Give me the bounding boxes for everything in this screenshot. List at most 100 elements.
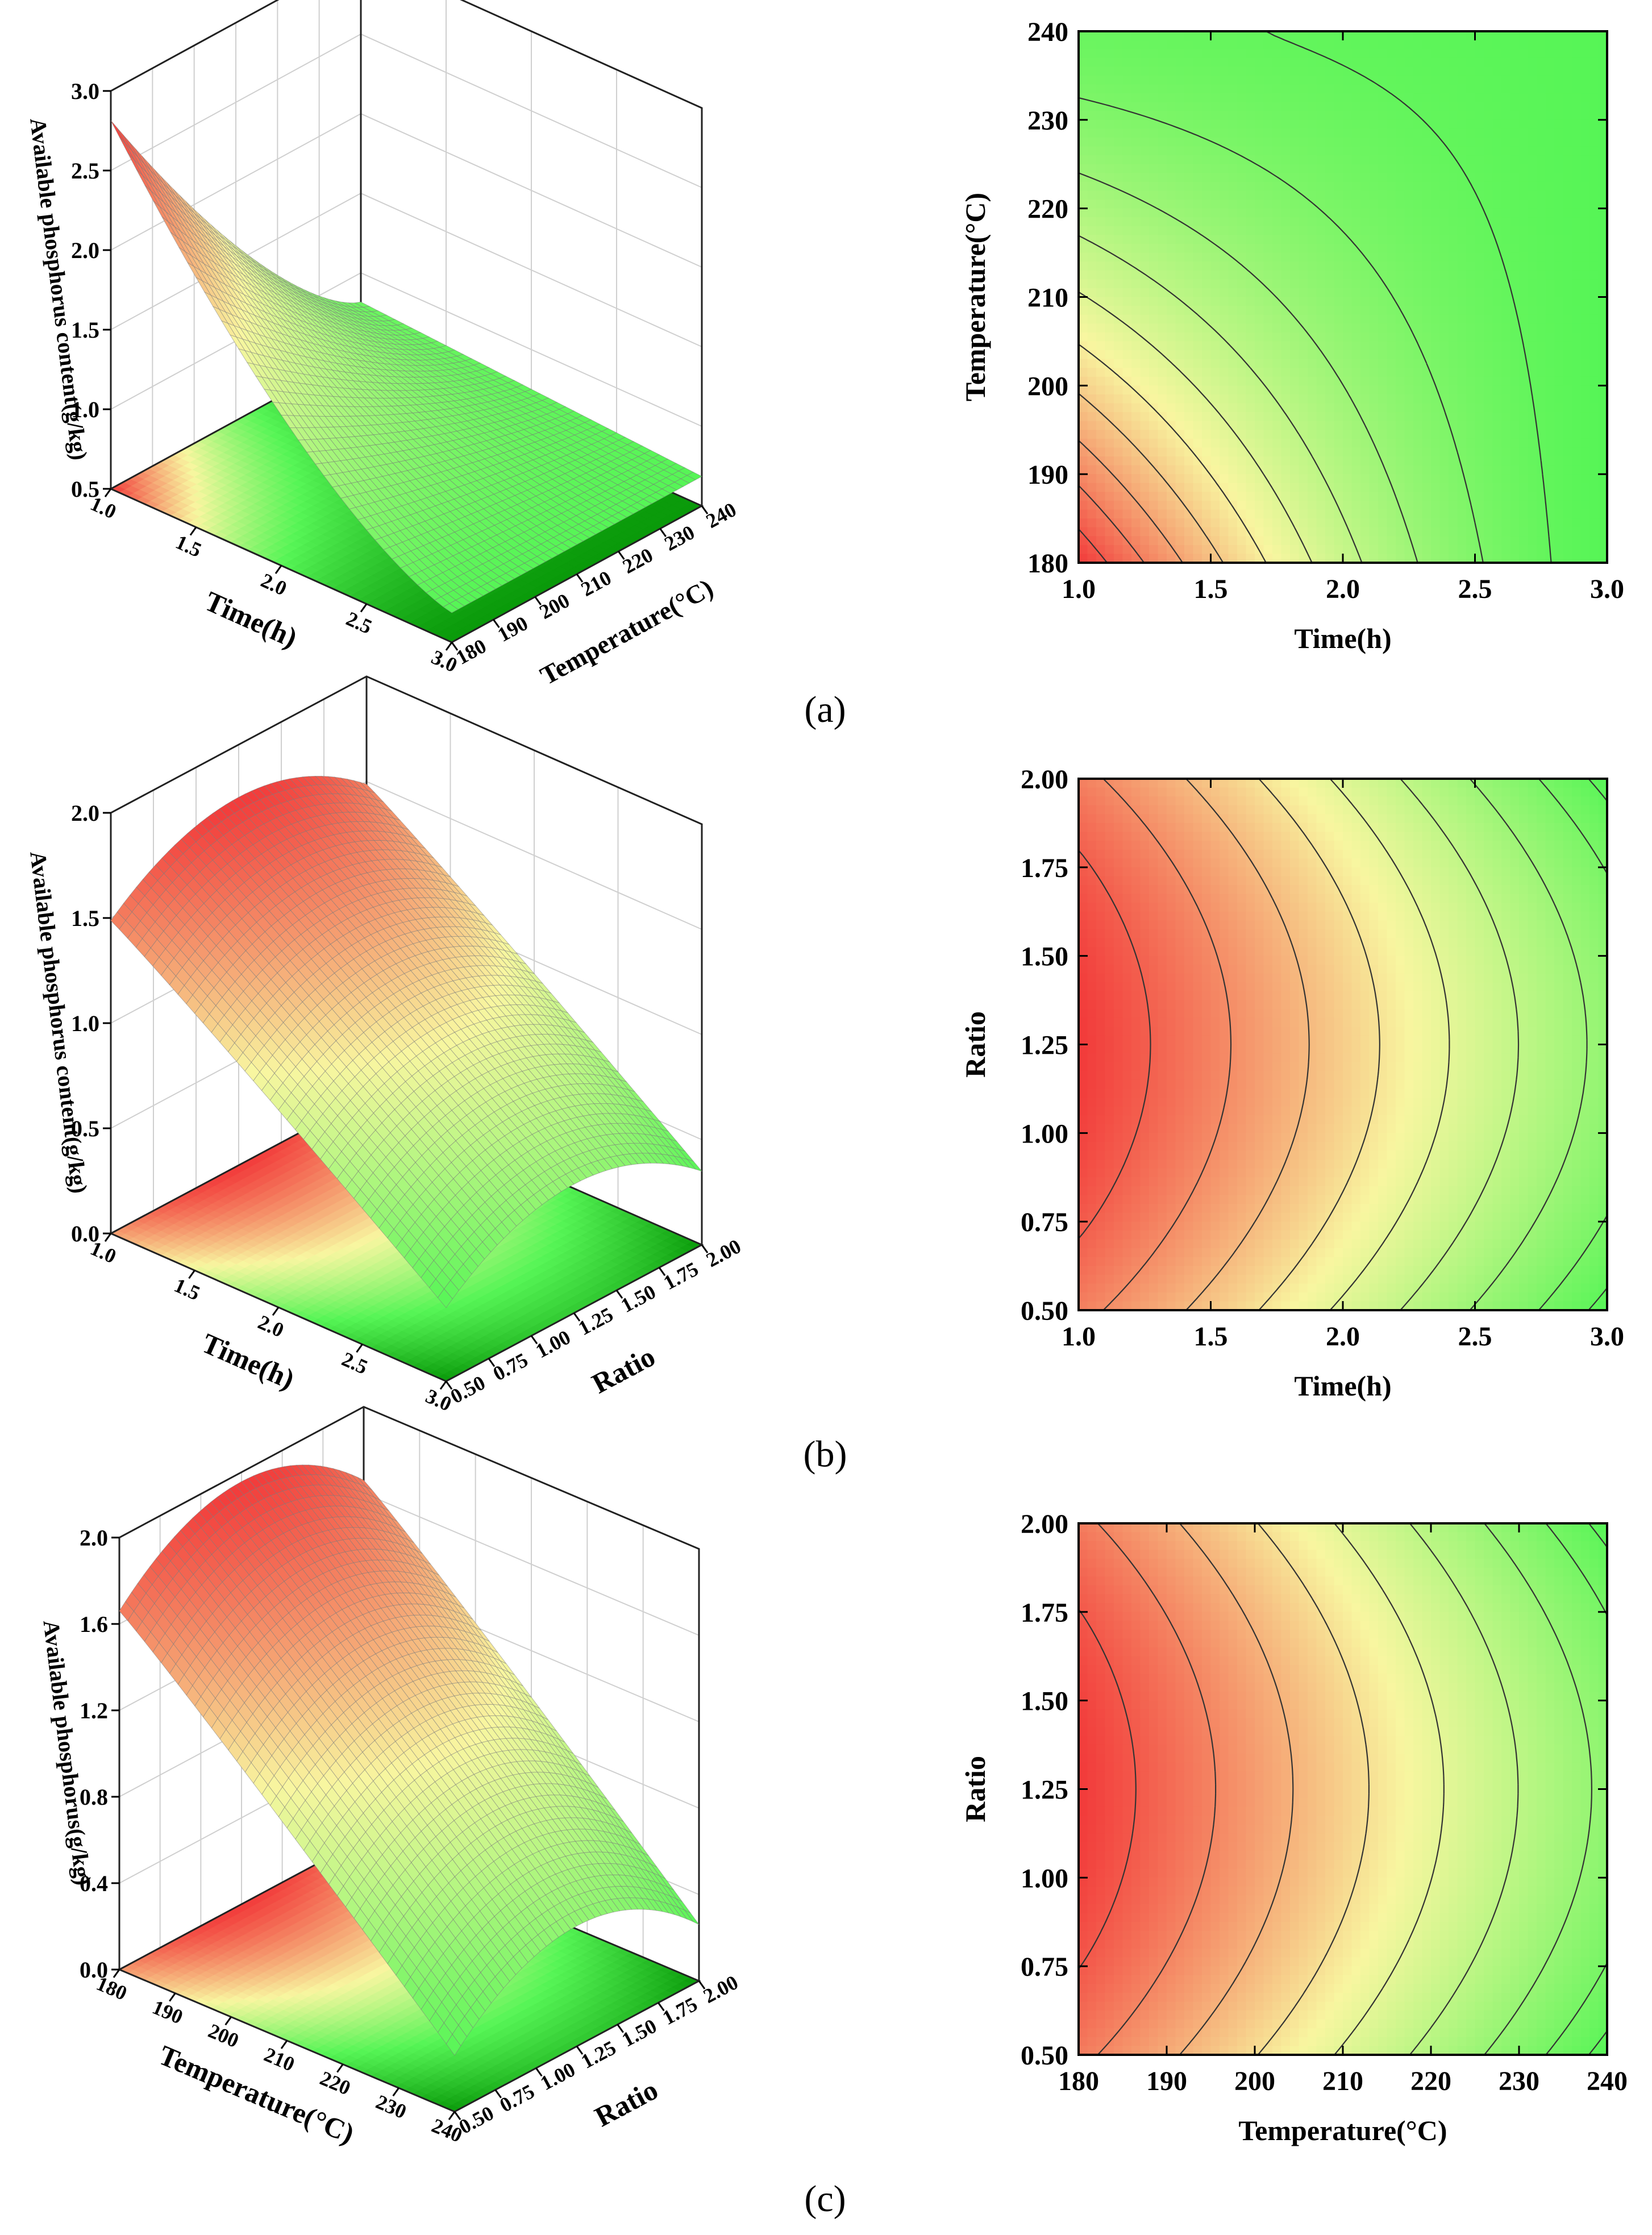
contour-cell	[1131, 341, 1141, 351]
contour-cell	[1202, 93, 1212, 103]
contour-cell	[1210, 430, 1220, 439]
contour-cell	[1096, 527, 1106, 537]
contour-cell	[1210, 376, 1220, 387]
contour-cell	[1246, 297, 1255, 306]
contour-cell	[1246, 492, 1255, 501]
contour-cell	[1149, 128, 1159, 138]
contour-cell	[1122, 279, 1132, 289]
contour-cell	[1228, 84, 1238, 94]
contour-cell	[1114, 138, 1123, 147]
contour-cell	[1228, 492, 1238, 501]
contour-cell	[1237, 465, 1247, 475]
contour-cell	[1193, 102, 1202, 112]
contour-cell	[1202, 359, 1212, 368]
contour-cell	[1079, 164, 1088, 174]
contour-cell	[1105, 447, 1114, 457]
contour-cell	[1114, 500, 1123, 510]
contour-cell	[1299, 368, 1308, 377]
contour-cell	[1184, 57, 1194, 68]
contour-cell	[1105, 190, 1114, 200]
contour-cell	[1140, 190, 1150, 200]
contour-cell	[1184, 492, 1194, 501]
contour-cell	[1087, 545, 1097, 555]
contour-cell	[1246, 252, 1255, 262]
contour-cell	[1131, 235, 1141, 244]
contour-cell	[1184, 368, 1194, 377]
contour-cell	[1202, 244, 1212, 254]
contour-cell	[1140, 93, 1150, 103]
contour-cell	[1087, 483, 1097, 493]
contour-cell	[1281, 350, 1291, 360]
contour-cell	[1167, 40, 1176, 49]
contour-cell	[1114, 474, 1123, 484]
contour-cell	[1263, 84, 1273, 94]
contour-cell	[1246, 111, 1255, 121]
contour-cell	[1316, 128, 1326, 138]
contour-cell	[1290, 217, 1300, 227]
contour-cell	[1255, 527, 1264, 537]
contour-cell	[1299, 261, 1308, 271]
contour-cell	[1290, 403, 1300, 413]
contour-cell	[1237, 49, 1247, 59]
contour-cell	[1220, 527, 1229, 537]
contour-cell	[1167, 447, 1176, 457]
contour-cell	[1193, 376, 1202, 387]
contour-cell	[1175, 49, 1185, 59]
contour-cell	[1122, 394, 1132, 404]
contour-cell	[1158, 190, 1167, 200]
contour-cell	[1114, 430, 1123, 439]
contour-cell	[1184, 75, 1194, 85]
contour-cell	[1281, 385, 1291, 395]
contour-cell	[1184, 314, 1194, 325]
contour-cell	[1281, 200, 1291, 209]
contour-cell	[1202, 403, 1212, 413]
contour-cell	[1255, 164, 1264, 174]
contour-cell	[1140, 146, 1150, 156]
contour-cell	[1246, 430, 1255, 439]
contour-cell	[1079, 323, 1088, 333]
contour-cell	[1087, 518, 1097, 528]
contour-cell	[1131, 138, 1141, 147]
contour-cell	[1299, 385, 1308, 395]
contour-cell	[1228, 208, 1238, 218]
contour-cell	[1237, 208, 1247, 218]
contour-cell	[1079, 359, 1088, 368]
contour-cell	[1290, 359, 1300, 368]
contour-cell	[1175, 40, 1185, 49]
contour-cell	[1175, 447, 1185, 457]
contour-cell	[1140, 359, 1150, 368]
contour-cell	[1308, 509, 1317, 519]
contour-cell	[1158, 146, 1167, 156]
contour-cell	[1263, 447, 1273, 457]
contour-cell	[1246, 341, 1255, 351]
contour-cell	[1158, 500, 1167, 510]
contour-cell	[1158, 376, 1167, 387]
contour-cell	[1325, 190, 1335, 200]
contour-cell	[1184, 412, 1194, 422]
contour-cell	[1149, 314, 1159, 325]
contour-cell	[1272, 146, 1282, 156]
contour-cell	[1175, 102, 1185, 112]
contour-cell	[1316, 102, 1326, 112]
contour-cell	[1299, 527, 1308, 537]
contour-cell	[1202, 376, 1212, 387]
contour-cell	[1281, 235, 1291, 244]
contour-cell	[1220, 376, 1229, 387]
contour-cell	[1272, 57, 1282, 68]
contour-cell	[1158, 181, 1167, 192]
contour-cell	[1087, 306, 1097, 315]
contour-cell	[1202, 200, 1212, 209]
contour-cell	[1299, 288, 1308, 298]
contour-cell	[1299, 350, 1308, 360]
contour-cell	[1299, 332, 1308, 342]
contour-cell	[1272, 67, 1282, 76]
contour-cell	[1316, 138, 1326, 147]
contour-cell	[1193, 57, 1202, 68]
contour-cell	[1193, 438, 1202, 448]
contour-cell	[1096, 146, 1106, 156]
contour-cell	[1149, 297, 1159, 306]
contour-cell	[1308, 164, 1317, 174]
contour-cell	[1290, 261, 1300, 271]
contour-cell	[1316, 111, 1326, 121]
